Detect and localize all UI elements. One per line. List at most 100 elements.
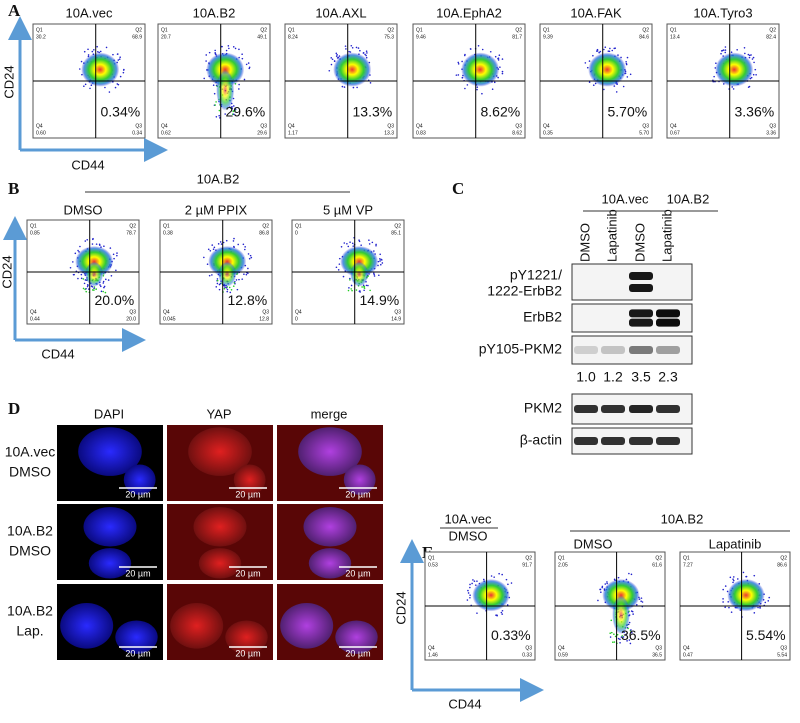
event-dot bbox=[498, 54, 501, 57]
event-dot bbox=[461, 76, 464, 79]
nucleus bbox=[60, 603, 114, 649]
quantification: 1.0 bbox=[576, 369, 596, 385]
event-dot bbox=[613, 633, 615, 636]
event-dot bbox=[104, 86, 106, 89]
event-dot bbox=[118, 58, 121, 60]
event-dot bbox=[214, 49, 216, 52]
event-dot bbox=[214, 104, 216, 106]
gate-percent: 12.8% bbox=[228, 292, 268, 308]
event-dot bbox=[237, 243, 239, 246]
quadrant-name: Q2 bbox=[135, 27, 142, 33]
quadrant-value: 84.6 bbox=[639, 34, 649, 40]
band bbox=[629, 405, 653, 413]
event-dot bbox=[216, 282, 219, 285]
band bbox=[574, 405, 598, 413]
row-label: DMSO bbox=[9, 464, 51, 480]
event-dot bbox=[212, 248, 215, 250]
quadrant-value: 0.53 bbox=[428, 562, 438, 568]
quadrant-name: Q3 bbox=[135, 123, 142, 129]
event-dot bbox=[365, 50, 368, 53]
nucleus bbox=[170, 603, 224, 649]
event-dot bbox=[109, 247, 112, 249]
quadrant-value: 0.44 bbox=[30, 316, 40, 322]
event-dot bbox=[640, 600, 642, 603]
column-label: DAPI bbox=[94, 406, 124, 421]
quadrant-name: Q4 bbox=[428, 645, 435, 651]
event-dot bbox=[230, 107, 232, 110]
band bbox=[656, 309, 680, 318]
event-dot bbox=[206, 263, 209, 265]
event-dot bbox=[584, 62, 587, 64]
population bbox=[218, 261, 237, 287]
event-dot bbox=[352, 245, 355, 247]
event-dot bbox=[347, 289, 350, 292]
event-dot bbox=[607, 50, 610, 52]
population bbox=[81, 52, 120, 87]
quadrant-name: Q2 bbox=[769, 27, 776, 33]
plot-title: 10A.AXL bbox=[315, 5, 366, 20]
event-dot bbox=[493, 81, 496, 84]
nucleus bbox=[308, 548, 352, 579]
event-dot bbox=[493, 576, 495, 578]
group-header: 10A.B2 bbox=[197, 171, 240, 186]
band bbox=[601, 346, 625, 354]
event-dot bbox=[102, 282, 105, 284]
event-dot bbox=[753, 61, 755, 64]
event-dot bbox=[115, 269, 117, 272]
quadrant-value: 1.17 bbox=[288, 130, 298, 136]
event-dot bbox=[230, 288, 233, 291]
event-dot bbox=[752, 73, 755, 76]
event-dot bbox=[597, 599, 599, 602]
event-dot bbox=[609, 636, 612, 638]
scale-bar-label: 20 µm bbox=[345, 648, 370, 658]
event-dot bbox=[609, 47, 611, 50]
event-dot bbox=[235, 279, 238, 281]
quadrant-name: Q2 bbox=[387, 27, 394, 33]
event-dot bbox=[368, 243, 371, 245]
scale-bar-label: 20 µm bbox=[235, 648, 260, 658]
event-dot bbox=[212, 84, 215, 87]
event-dot bbox=[211, 274, 213, 276]
event-dot bbox=[350, 288, 353, 290]
event-dot bbox=[347, 245, 350, 248]
quadrant-name: Q1 bbox=[30, 223, 37, 229]
quadrant-name: Q3 bbox=[129, 309, 136, 315]
quadrant-value: 3.36 bbox=[766, 130, 776, 136]
event-dot bbox=[89, 87, 91, 90]
event-dot bbox=[724, 46, 727, 48]
event-dot bbox=[752, 56, 755, 59]
event-dot bbox=[207, 248, 210, 251]
event-dot bbox=[736, 578, 739, 580]
group-header: DMSO bbox=[449, 528, 488, 543]
event-dot bbox=[610, 619, 613, 622]
nucleus bbox=[335, 620, 378, 654]
panel-label: A bbox=[8, 1, 21, 20]
event-dot bbox=[371, 241, 374, 244]
event-dot bbox=[351, 289, 353, 292]
event-dot bbox=[232, 105, 235, 107]
event-dot bbox=[640, 597, 643, 599]
event-dot bbox=[122, 71, 125, 74]
event-dot bbox=[476, 612, 478, 614]
gate-percent: 8.62% bbox=[481, 104, 521, 120]
event-dot bbox=[218, 288, 221, 291]
event-dot bbox=[203, 77, 206, 80]
event-dot bbox=[750, 54, 752, 56]
event-dot bbox=[379, 263, 382, 266]
event-dot bbox=[599, 588, 601, 591]
event-dot bbox=[228, 47, 230, 50]
row-label: ErbB2 bbox=[523, 309, 562, 325]
event-dot bbox=[466, 599, 469, 601]
event-dot bbox=[497, 59, 500, 61]
event-dot bbox=[333, 60, 336, 63]
scale-bar-label: 20 µm bbox=[125, 648, 150, 658]
band bbox=[629, 309, 653, 318]
row-label: PKM2 bbox=[524, 400, 562, 416]
event-dot bbox=[358, 240, 361, 243]
x-axis-label: CD44 bbox=[448, 696, 481, 711]
quadrant-value: 0 bbox=[295, 230, 298, 236]
event-dot bbox=[369, 289, 371, 292]
event-dot bbox=[238, 48, 240, 51]
quadrant-value: 68.9 bbox=[132, 34, 142, 40]
event-dot bbox=[225, 49, 228, 52]
